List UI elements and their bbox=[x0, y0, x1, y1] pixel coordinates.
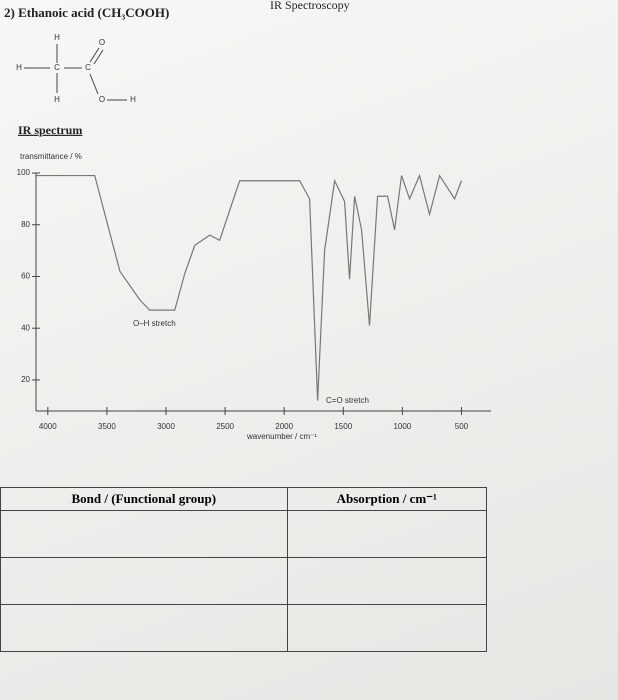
y-tick-label: 80 bbox=[21, 220, 30, 229]
x-tick-label: 3500 bbox=[98, 422, 116, 431]
atom: H bbox=[16, 63, 22, 72]
cell[interactable] bbox=[0, 510, 288, 558]
y-axis-label: transmittance / % bbox=[20, 152, 82, 161]
cell[interactable] bbox=[286, 557, 488, 605]
atom: O bbox=[99, 95, 105, 104]
annotation: O–H stretch bbox=[133, 319, 176, 328]
cell[interactable] bbox=[286, 510, 488, 558]
cell[interactable] bbox=[0, 557, 288, 605]
annotation: C=O stretch bbox=[326, 396, 369, 405]
x-tick-label: 2500 bbox=[216, 422, 234, 431]
cell[interactable] bbox=[286, 604, 488, 652]
worksheet: 2) Ethanoic acid (CH₃COOH) IR Spectrosco… bbox=[4, 0, 491, 441]
x-tick-label: 500 bbox=[455, 422, 469, 431]
y-tick-label: 100 bbox=[17, 168, 31, 177]
bonds bbox=[24, 44, 127, 101]
x-tick-label: 1500 bbox=[334, 422, 352, 431]
section-title: IR spectrum bbox=[18, 123, 82, 137]
topic: IR Spectroscopy bbox=[270, 0, 350, 12]
x-tick-label: 2000 bbox=[275, 422, 293, 431]
y-tick-label: 20 bbox=[21, 375, 30, 384]
x-axis-label: wavenumber / cm⁻¹ bbox=[246, 432, 317, 441]
title: 2) Ethanoic acid (CH₃COOH) bbox=[4, 5, 169, 20]
spectrum-line bbox=[36, 173, 463, 401]
atom: H bbox=[54, 95, 60, 104]
column-header: Absorption / cm⁻¹ bbox=[286, 487, 488, 511]
answer-table: Bond / (Functional group) Absorption / cm… bbox=[0, 487, 488, 652]
cell[interactable] bbox=[0, 604, 288, 652]
molecule: H H C C O H O H bbox=[16, 33, 136, 104]
x-tick-label: 3000 bbox=[157, 422, 175, 431]
atom: H bbox=[130, 95, 136, 104]
atom: H bbox=[54, 33, 60, 42]
atom: C bbox=[54, 63, 60, 72]
y-tick-label: 40 bbox=[21, 323, 30, 332]
y-tick-label: 60 bbox=[21, 272, 30, 281]
atom: O bbox=[99, 38, 105, 47]
x-tick-label: 1000 bbox=[393, 422, 411, 431]
atom: C bbox=[85, 63, 91, 72]
x-tick-label: 4000 bbox=[39, 422, 57, 431]
column-header: Bond / (Functional group) bbox=[0, 487, 288, 511]
